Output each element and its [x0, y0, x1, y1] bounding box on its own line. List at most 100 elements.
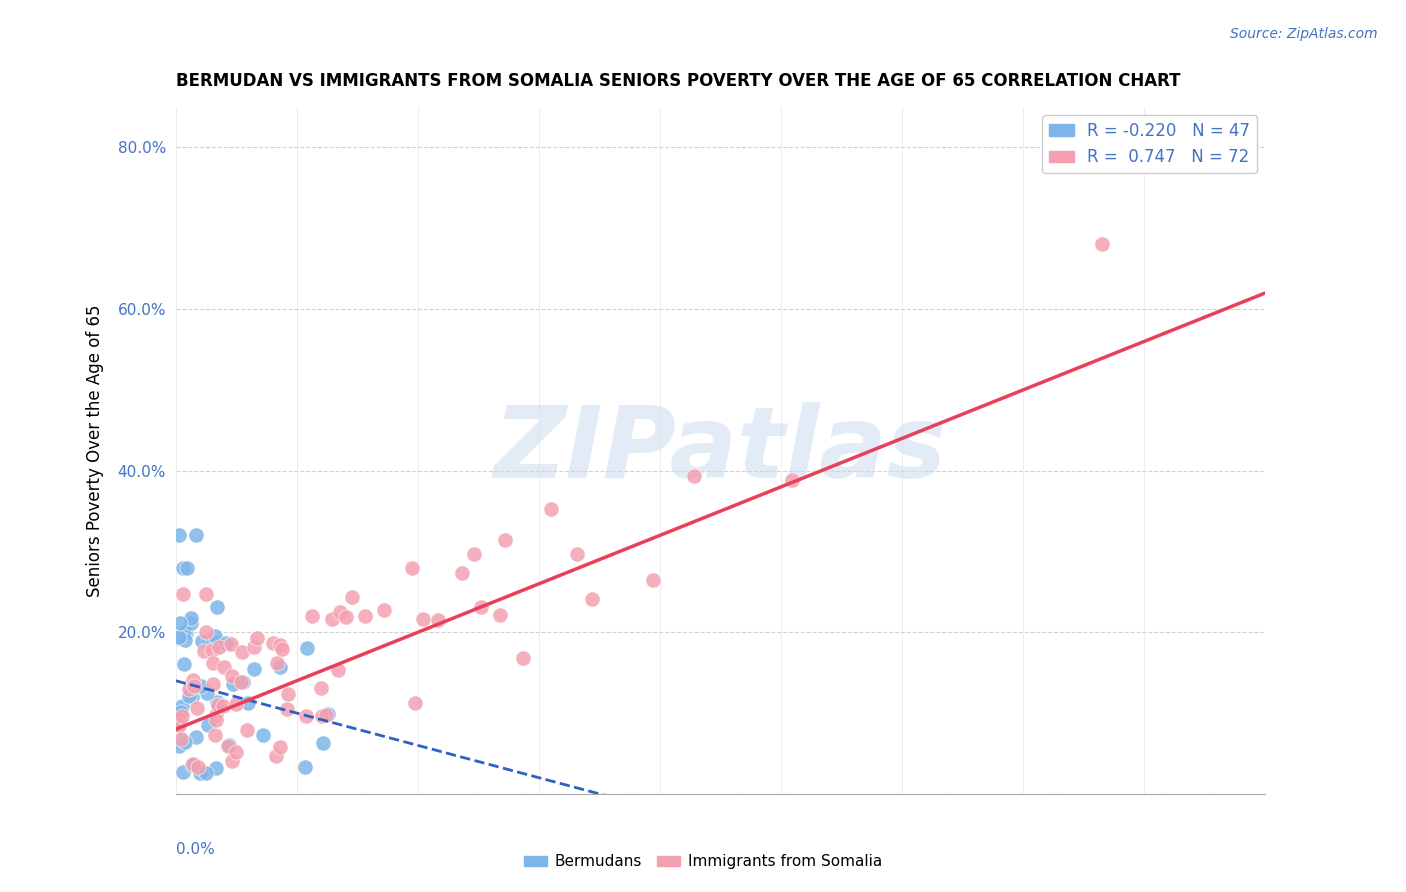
Text: Source: ZipAtlas.com: Source: ZipAtlas.com [1230, 27, 1378, 41]
Point [426, 613, 449, 627]
Point [565, 547, 588, 561]
Point [329, 605, 352, 619]
Point [204, 728, 226, 742]
Point [173, 633, 195, 648]
Point [451, 566, 474, 581]
Point [205, 713, 228, 727]
Point [470, 599, 492, 614]
Point [172, 765, 194, 780]
Point [186, 528, 208, 542]
Point [169, 718, 191, 732]
Point [169, 719, 191, 733]
Point [276, 702, 298, 716]
Point [170, 706, 193, 720]
Point [269, 739, 291, 754]
Point [489, 608, 512, 623]
Point [204, 634, 226, 648]
Point [335, 610, 357, 624]
Point [326, 664, 349, 678]
Point [269, 638, 291, 652]
Text: BERMUDAN VS IMMIGRANTS FROM SOMALIA SENIORS POVERTY OVER THE AGE OF 65 CORRELATI: BERMUDAN VS IMMIGRANTS FROM SOMALIA SENI… [176, 72, 1180, 90]
Point [252, 728, 274, 742]
Point [207, 698, 229, 713]
Point [169, 615, 191, 630]
Point [194, 624, 217, 639]
Point [266, 656, 288, 670]
Point [243, 640, 266, 654]
Point [215, 636, 238, 650]
Point [683, 469, 706, 483]
Point [169, 631, 191, 645]
Point [180, 611, 202, 625]
Point [214, 660, 236, 674]
Point [180, 615, 202, 630]
Point [173, 625, 195, 640]
Point [295, 641, 318, 656]
Point [181, 673, 204, 687]
Point [197, 717, 219, 731]
Point [236, 723, 259, 737]
Point [204, 761, 226, 775]
Point [246, 631, 269, 645]
Point [641, 574, 664, 588]
Point [221, 637, 243, 651]
Point [177, 690, 200, 704]
Text: 0.0%: 0.0% [176, 842, 215, 857]
Point [222, 676, 245, 690]
Point [169, 739, 191, 753]
Point [217, 739, 239, 753]
Point [172, 586, 194, 600]
Point [194, 587, 217, 601]
Point [412, 612, 434, 626]
Point [318, 706, 340, 721]
Legend: R = -0.220   N = 47, R =  0.747   N = 72: R = -0.220 N = 47, R = 0.747 N = 72 [1042, 115, 1257, 173]
Point [190, 765, 212, 780]
Point [782, 473, 804, 487]
Point [294, 709, 316, 723]
Point [463, 547, 485, 561]
Point [179, 682, 201, 697]
Point [340, 590, 363, 604]
Point [202, 656, 225, 670]
Point [212, 698, 235, 713]
Point [231, 645, 253, 659]
Point [187, 760, 209, 774]
Legend: Bermudans, Immigrants from Somalia: Bermudans, Immigrants from Somalia [517, 848, 889, 875]
Y-axis label: Seniors Poverty Over the Age of 65: Seniors Poverty Over the Age of 65 [86, 304, 104, 597]
Point [169, 712, 191, 726]
Point [232, 674, 254, 689]
Point [173, 657, 195, 671]
Point [176, 560, 198, 574]
Point [294, 760, 316, 774]
Point [195, 686, 218, 700]
Point [221, 755, 243, 769]
Point [186, 701, 208, 715]
Point [184, 730, 207, 744]
Point [174, 735, 197, 749]
Point [277, 687, 299, 701]
Point [169, 630, 191, 644]
Point [170, 708, 193, 723]
Point [170, 731, 193, 746]
Point [271, 642, 294, 657]
Point [190, 680, 212, 694]
Point [264, 748, 287, 763]
Point [218, 738, 240, 752]
Point [225, 697, 247, 711]
Point [191, 633, 214, 648]
Point [512, 651, 534, 665]
Point [581, 592, 603, 607]
Point [174, 626, 197, 640]
Point [1091, 237, 1114, 252]
Point [193, 644, 215, 658]
Point [208, 640, 231, 655]
Point [202, 677, 225, 691]
Point [204, 629, 226, 643]
Point [205, 695, 228, 709]
Point [321, 611, 343, 625]
Point [180, 690, 202, 704]
Point [169, 528, 191, 542]
Point [540, 502, 562, 516]
Point [354, 608, 377, 623]
Point [183, 679, 205, 693]
